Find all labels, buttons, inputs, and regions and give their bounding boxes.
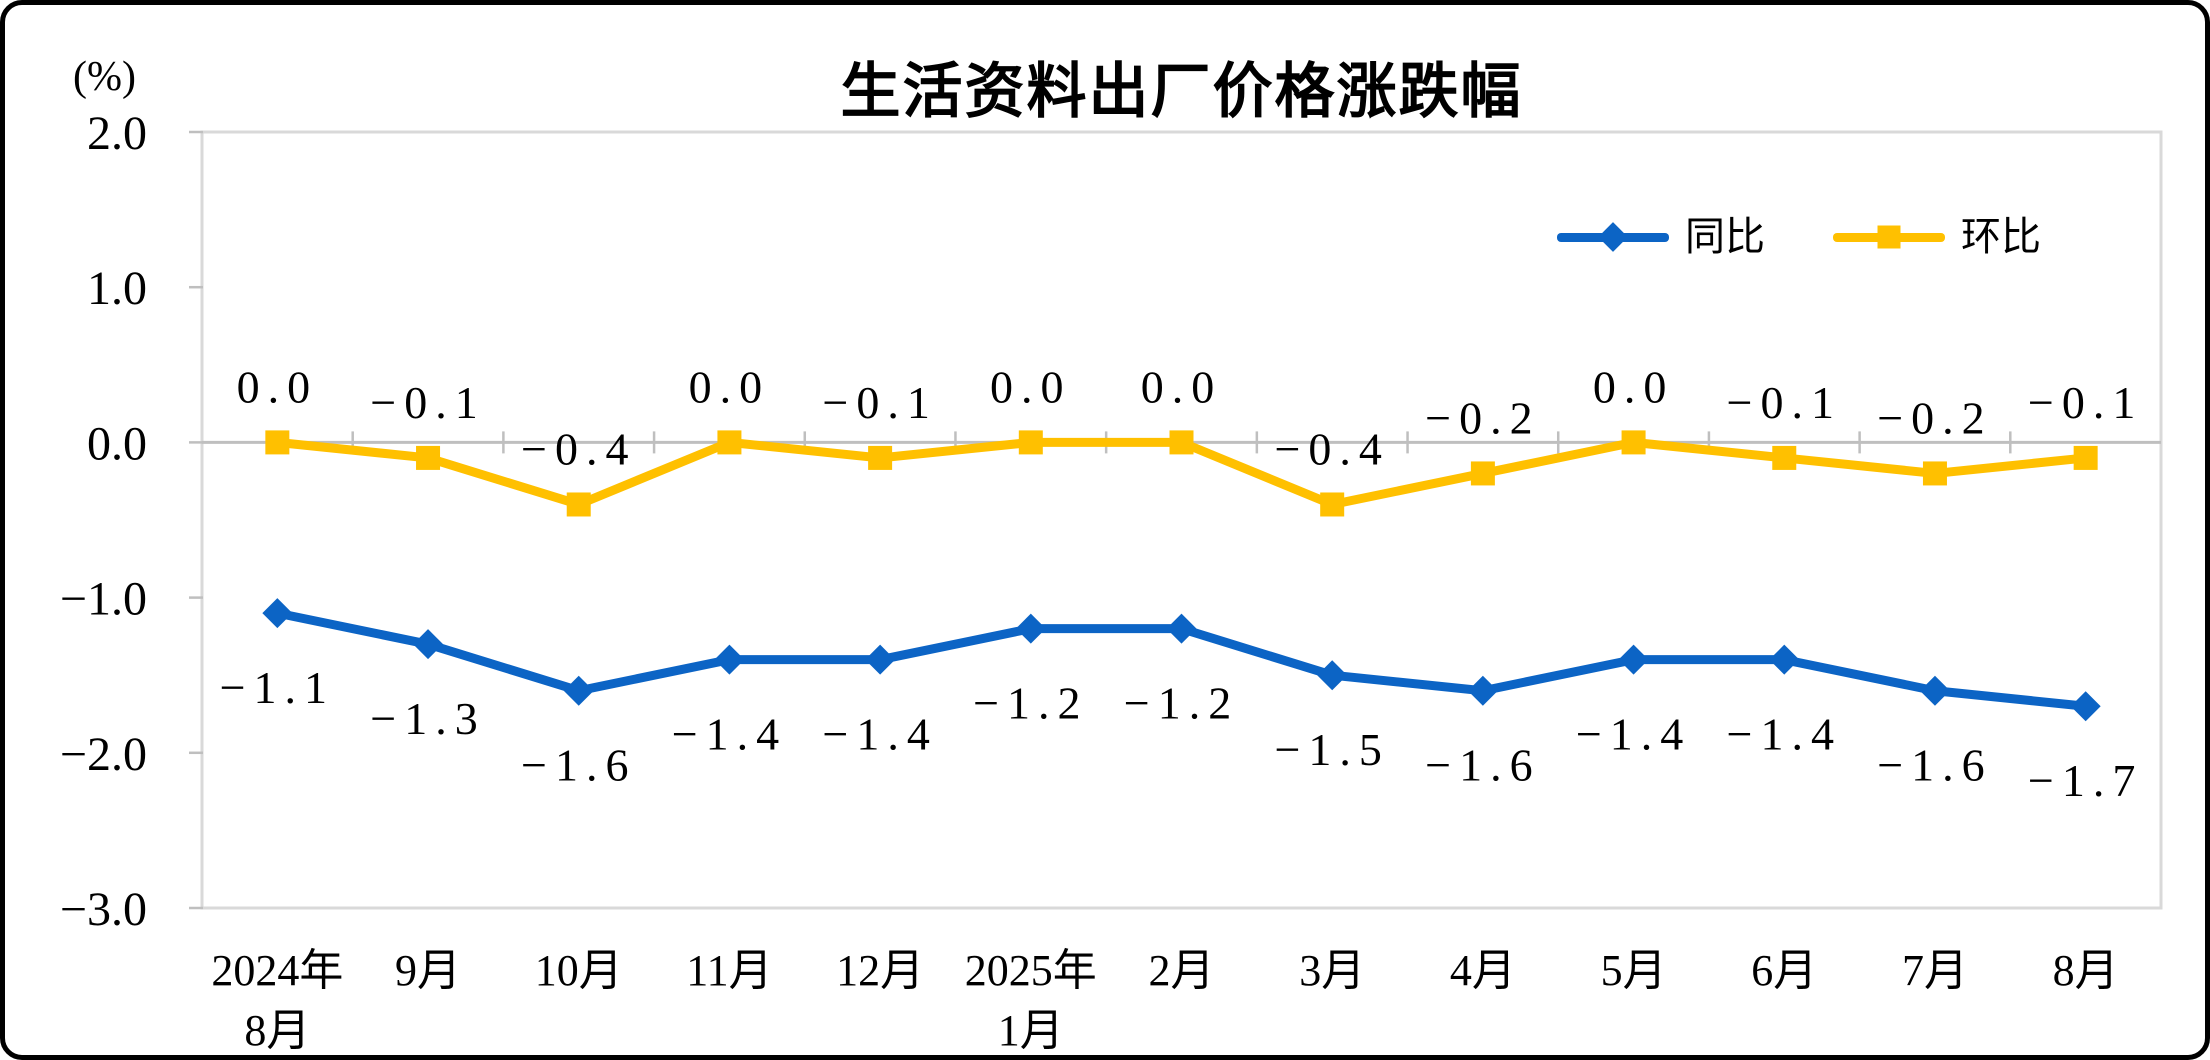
data-point-marker xyxy=(1470,461,1495,486)
data-point-label: 0.0 xyxy=(990,361,1072,412)
x-axis-category-label-line2: 8月 xyxy=(244,1006,310,1055)
data-point-label: −1.4 xyxy=(1576,709,1691,760)
data-point-label: −1.4 xyxy=(822,709,937,760)
square-marker-icon xyxy=(1877,225,1901,249)
data-point-marker xyxy=(717,430,742,455)
data-point-marker xyxy=(1772,445,1797,470)
data-point-marker xyxy=(2073,445,2098,470)
x-axis-category-label: 2024年 xyxy=(211,946,343,995)
data-point-label: −1.2 xyxy=(973,678,1088,729)
data-point-label: −1.6 xyxy=(1877,740,1992,791)
data-point-marker xyxy=(1018,430,1043,455)
data-point-marker xyxy=(2070,691,2101,722)
x-axis-category-label: 4月 xyxy=(1450,946,1516,995)
diamond-marker-icon xyxy=(1598,222,1628,252)
data-point-marker xyxy=(1919,675,1950,706)
y-axis-tick-label: 0.0 xyxy=(87,417,147,470)
x-axis-category-label-line2: 1月 xyxy=(998,1006,1064,1055)
plot-border xyxy=(200,130,2163,910)
y-axis-tick-label: −3.0 xyxy=(60,883,147,936)
data-point-marker xyxy=(1169,430,1194,455)
x-axis-category-label: 2月 xyxy=(1149,946,1215,995)
data-point-label: −0.1 xyxy=(370,377,485,428)
data-point-marker xyxy=(1317,660,1348,691)
data-point-label: −1.1 xyxy=(220,662,335,713)
data-point-marker xyxy=(262,598,293,629)
yoy-legend-label: 同比 xyxy=(1685,214,1765,259)
data-point-marker xyxy=(868,445,893,470)
data-point-marker xyxy=(1320,492,1345,517)
legend-item-mom: 环比 xyxy=(1833,217,2041,257)
x-axis-category-label: 9月 xyxy=(395,946,461,995)
y-axis-unit-label: (%) xyxy=(73,54,136,100)
data-point-label: −0.4 xyxy=(521,423,636,474)
chart-title: 生活资料出厂价格涨跌幅 xyxy=(840,58,1523,125)
x-axis-category-label: 8月 xyxy=(2053,946,2119,995)
data-point-label: −0.4 xyxy=(1274,423,1389,474)
data-point-marker xyxy=(865,644,896,675)
data-point-label: −1.3 xyxy=(370,693,485,744)
data-point-label: 0.0 xyxy=(689,361,771,412)
x-axis-category-label: 6月 xyxy=(1751,946,1817,995)
data-point-marker xyxy=(1618,644,1649,675)
y-axis-tick-label: 2.0 xyxy=(87,107,147,160)
data-point-label: −1.7 xyxy=(2028,755,2143,806)
data-point-label: −1.6 xyxy=(1425,740,1540,791)
data-point-label: −1.4 xyxy=(1727,709,1842,760)
data-point-label: −1.5 xyxy=(1274,724,1389,775)
data-point-label: −0.2 xyxy=(1877,392,1992,443)
mom-legend-line xyxy=(1833,225,1945,249)
data-point-label: −1.6 xyxy=(521,740,636,791)
data-point-marker xyxy=(1769,644,1800,675)
x-axis-category-label: 5月 xyxy=(1601,946,1667,995)
data-point-label: −0.2 xyxy=(1425,392,1540,443)
data-point-marker xyxy=(1621,430,1646,455)
data-point-marker xyxy=(1467,675,1498,706)
data-point-label: −0.1 xyxy=(2028,377,2143,428)
data-point-marker xyxy=(1015,613,1046,644)
y-axis-tick-label: −2.0 xyxy=(60,728,147,781)
chart-svg: 2.0 1.0 0.0 −1.0 −2.0 −3.0 2024年 8月 9月 10月 11月 12月 2… xyxy=(60,107,2163,1055)
data-point-label: 0.0 xyxy=(1593,361,1675,412)
data-point-marker xyxy=(1166,613,1197,644)
data-point-label: −0.1 xyxy=(1727,377,1842,428)
data-point-label: 0.0 xyxy=(1141,361,1223,412)
data-point-marker xyxy=(1922,461,1947,486)
y-axis-tick-label: 1.0 xyxy=(87,262,147,315)
data-point-label: −0.1 xyxy=(822,377,937,428)
data-point-marker xyxy=(416,445,441,470)
mom-legend-label: 环比 xyxy=(1961,214,2041,259)
x-axis-category-label: 3月 xyxy=(1299,946,1365,995)
data-point-label: −1.2 xyxy=(1124,678,1239,729)
yoy-legend-line xyxy=(1557,222,1669,252)
data-point-marker xyxy=(413,629,444,660)
x-axis-category-label: 7月 xyxy=(1902,946,1968,995)
legend-item-yoy: 同比 xyxy=(1557,217,1765,257)
x-axis-category-label: 12月 xyxy=(836,946,924,995)
data-point-marker xyxy=(265,430,290,455)
x-axis-category-label: 11月 xyxy=(686,946,772,995)
x-axis-category-label: 2025年 xyxy=(965,946,1097,995)
x-axis-category-label: 10月 xyxy=(535,946,623,995)
data-point-label: 0.0 xyxy=(237,361,319,412)
data-point-marker xyxy=(563,675,594,706)
data-point-label: −1.4 xyxy=(672,709,787,760)
data-point-marker xyxy=(566,492,591,517)
y-axis-tick-label: −1.0 xyxy=(60,573,147,626)
legend: 同比 环比 xyxy=(1557,217,2041,257)
data-point-marker xyxy=(714,644,745,675)
